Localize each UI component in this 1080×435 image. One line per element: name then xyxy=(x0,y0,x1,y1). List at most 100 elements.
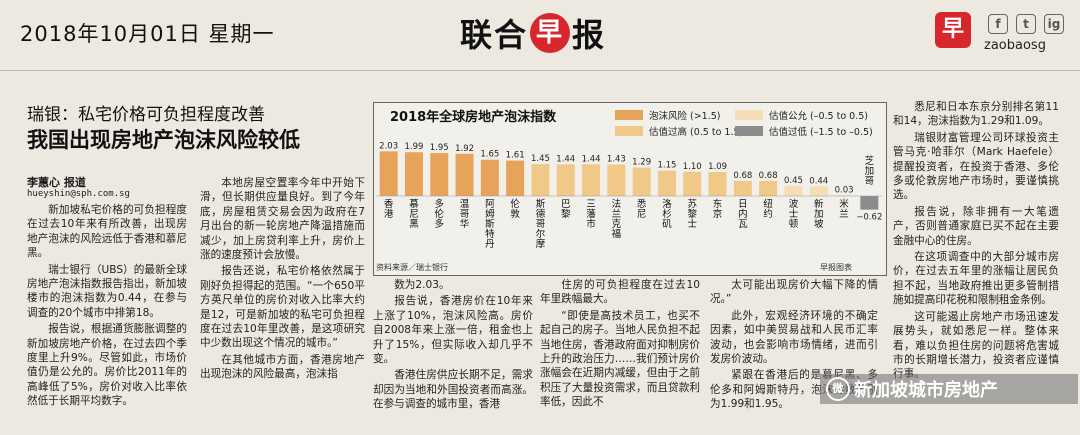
chart-source: 资料来源／瑞士银行 xyxy=(376,263,448,272)
value-label: 0.68 xyxy=(733,171,752,181)
bar-斯德哥尔摩 xyxy=(531,164,550,196)
value-label: 1.29 xyxy=(632,158,651,168)
category-label: 三藩市 xyxy=(586,199,596,230)
value-label: 1.09 xyxy=(708,162,727,172)
paragraph: 数为2.03。 xyxy=(394,279,450,291)
paragraph: 瑞士银行（UBS）的最新全球房地产泡沫指数报告指出，新加坡楼市的泡沫指数为0.4… xyxy=(27,263,187,319)
bar-悉尼 xyxy=(632,167,651,196)
category-label: 东京 xyxy=(713,198,723,220)
legend-item: 估值过高 (0.5 to 1.5) xyxy=(615,124,743,138)
legend-item: 估值过低 (–1.5 to –0.5) xyxy=(735,124,873,138)
legend-swatch xyxy=(615,110,643,120)
value-label: 1.10 xyxy=(683,162,702,172)
bar-洛杉矶 xyxy=(657,170,676,196)
edition-date: 2018年10月01日 星期一 xyxy=(20,22,275,46)
paragraph: 报告说，根据通货膨胀调整的新加坡房地产价格，在过去四个季度里上升9%。尽管如此，… xyxy=(27,323,187,408)
chart-plot-area: 2.03 香港 1.99 慕尼黑 1.95 多伦多 1.92 温哥华 1.65 阿姆斯特丹 1.61… xyxy=(376,141,882,250)
article-headline: 我国出现房地产泡沫风险较低 xyxy=(27,128,300,152)
article-column-6: 悉尼和日本东京分别排名第11和14，泡沫指数为1.29和1.09。 瑞银财富管理… xyxy=(893,100,1059,384)
category-label: 法兰克福 xyxy=(612,198,622,240)
category-label: 香港 xyxy=(384,199,394,220)
bar-新加坡 xyxy=(809,186,828,196)
value-label: 1.43 xyxy=(607,155,626,165)
zaobao-logo-icon[interactable]: 早 xyxy=(935,12,971,48)
value-label: 0.03 xyxy=(835,185,854,195)
value-label: 1.99 xyxy=(404,142,423,152)
facebook-icon[interactable]: f xyxy=(988,14,1008,34)
chart-title: 2018年全球房地产泡沫指数 xyxy=(390,110,557,125)
watermark-text: 新加坡城市房地产 xyxy=(854,380,998,401)
instagram-icon[interactable]: ig xyxy=(1044,14,1064,34)
bar-伦敦 xyxy=(506,160,525,196)
category-label: 苏黎士 xyxy=(687,198,697,230)
bar-日内瓦 xyxy=(733,181,752,196)
bar-波士顿 xyxy=(784,186,803,196)
paragraph: 报告还说，私宅价格依然属于刚好负担得起的范围。“一个650平方英尺单位的房价对收… xyxy=(200,265,365,350)
bar-芝加哥 xyxy=(860,196,879,210)
article-byline: 李蕙心 报道 xyxy=(27,176,86,189)
category-label: 米兰 xyxy=(839,198,849,220)
value-label: 1.65 xyxy=(480,150,499,160)
masthead-circle-glyph: 早 xyxy=(530,13,571,53)
paragraph: 瑞银财富管理公司环球投资主管马克·哈菲尔（Mark Haefele）提醒投资者，… xyxy=(893,131,1059,202)
value-label: 0.68 xyxy=(759,171,778,181)
category-label: 纽约 xyxy=(763,198,773,220)
paragraph: 悉尼和日本东京分别排名第11和14，泡沫指数为1.29和1.09。 xyxy=(893,101,1059,128)
category-label: 芝加哥 xyxy=(865,155,875,187)
article-column-4: 住房的可负担程度在过去10年里跌幅最大。 “即使是高技术员工，也买不起自己的房子… xyxy=(540,278,700,412)
social-links: f t ig xyxy=(988,14,1064,34)
paragraph: 报告说，除非拥有一大笔遗产，否则普通家庭已买不起在主要金融中心的住房。 xyxy=(893,205,1059,247)
category-label: 洛杉矶 xyxy=(662,198,672,230)
bar-法兰克福 xyxy=(607,164,626,196)
paragraph: 在这项调查中的大部分城市房价，在过去五年里的涨幅让居民负担不起，当地政府推出更多… xyxy=(893,251,1059,307)
paragraph: 报告说，香港房价在10年来上涨了10%，泡沫风险高。房价自2008年来上涨一倍，… xyxy=(373,295,533,366)
bar-慕尼黑 xyxy=(404,152,423,196)
value-label: 0.44 xyxy=(809,176,828,186)
wechat-watermark: 微 新加坡城市房地产 xyxy=(820,374,1078,404)
article-column-1: 新加坡私宅价格的可负担程度在过去10年来有所改善，出现房地产泡沫的风险远低于香港… xyxy=(27,203,187,411)
category-label: 伦敦 xyxy=(510,198,520,220)
header-divider xyxy=(0,70,1080,71)
category-label: 温哥华 xyxy=(460,199,470,230)
category-label: 慕尼黑 xyxy=(409,198,419,230)
category-label: 波士顿 xyxy=(789,198,799,230)
category-label: 多伦多 xyxy=(434,198,444,230)
masthead-text-right: 报 xyxy=(572,16,607,54)
paragraph: 此外，宏观经济环境的不确定因素，如中美贸易战和人民币汇率波动，也会影响市场情绪，… xyxy=(710,309,878,366)
wechat-icon: 微 xyxy=(826,377,850,401)
paragraph: “即使是高技术员工，也买不起自己的房子。当地人民负担不起当地住房，香港政府面对抑… xyxy=(540,309,700,409)
bar-巴黎 xyxy=(556,164,575,196)
value-label: 2.03 xyxy=(379,141,398,151)
newspaper-masthead: 联合 早 报 xyxy=(460,10,606,56)
social-handle: zaobaosg xyxy=(984,38,1046,53)
legend-item: 泡沫风险 (>1.5) xyxy=(615,108,721,122)
article-column-2: 本地房屋空置率今年中开始下滑，但长期供应量良好。到了今年底，房屋租赁交易会因为政… xyxy=(200,176,365,384)
bar-三藩市 xyxy=(582,164,601,196)
paragraph: 香港住房供应长期不足，需求却因为当地和外国投资者而高涨。在参与调查的城市里，香港 xyxy=(373,369,533,411)
legend-swatch xyxy=(735,126,763,136)
twitter-icon[interactable]: t xyxy=(1016,14,1036,34)
bar-苏黎士 xyxy=(683,171,702,196)
paragraph: 住房的可负担程度在过去10年里跌幅最大。 xyxy=(540,279,700,306)
value-label: 1.44 xyxy=(556,154,575,164)
value-label: −0.62 xyxy=(856,213,882,223)
value-label: 1.45 xyxy=(531,154,550,164)
category-label: 日内瓦 xyxy=(738,199,748,230)
bar-阿姆斯特丹 xyxy=(480,159,499,196)
paragraph: 新加坡私宅价格的可负担程度在过去10年来有所改善，出现房地产泡沫的风险远低于香港… xyxy=(27,204,187,260)
bar-多伦多 xyxy=(430,153,449,196)
paragraph: 这可能遏止房地产市场迅速发展势头，就如悉尼一样。整体来看，难以负担住房的问题将危… xyxy=(893,310,1059,381)
chart-credit: 早报图表 xyxy=(820,263,852,272)
value-label: 1.92 xyxy=(455,144,474,154)
paragraph: 太可能出现房价大幅下降的情况。” xyxy=(710,279,878,306)
article-kicker: 瑞银：私宅价格可负担程度改善 xyxy=(27,105,265,125)
legend-swatch xyxy=(615,126,643,136)
legend-swatch xyxy=(735,110,763,120)
bar-纽约 xyxy=(759,181,778,196)
bar-香港 xyxy=(379,151,398,196)
value-label: 1.15 xyxy=(657,161,676,171)
paragraph: 在其他城市方面，香港房地产出现泡沫的风险最高，泡沫指 xyxy=(200,353,365,381)
category-label: 悉尼 xyxy=(637,198,647,220)
legend-item: 估值公允 (–0.5 to 0.5) xyxy=(735,108,868,122)
author-email: hueyshin@sph.com.sg xyxy=(27,189,130,199)
